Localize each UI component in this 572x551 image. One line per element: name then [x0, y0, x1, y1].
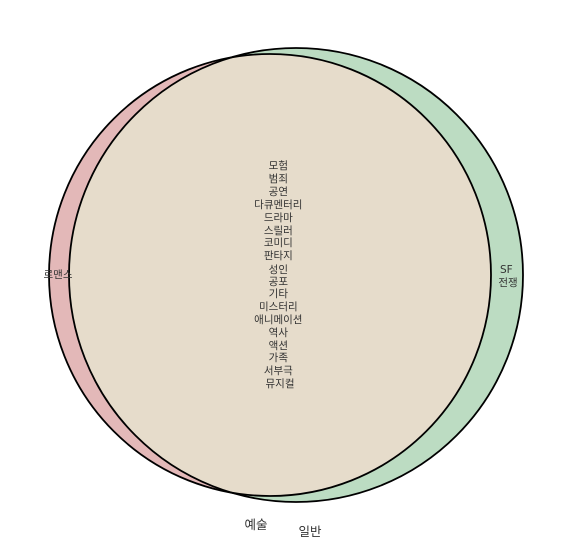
set-a-outline	[48, 53, 492, 497]
region-b-only-item: 전쟁	[498, 277, 517, 289]
region-a-only-item: 로맨스	[44, 269, 73, 281]
region-intersection-item: 모험	[269, 160, 288, 172]
region-intersection-item: 범죄	[269, 173, 288, 185]
intersection-region	[69, 54, 491, 496]
region-intersection-item: 공포	[269, 276, 289, 288]
region-a-only-label: 로맨스	[44, 269, 73, 281]
region-intersection-item: 성인	[269, 264, 288, 276]
region-intersection-item: 스릴러	[264, 224, 293, 237]
region-b-only-item: SF	[500, 264, 513, 276]
region-intersection-item: 애니메이션	[254, 314, 302, 326]
region-intersection-item: 다큐멘터리	[254, 199, 302, 211]
region-intersection-item: 판타지	[264, 250, 293, 262]
region-intersection-item: 공연	[269, 186, 288, 198]
region-intersection-item: 코미디	[264, 237, 293, 249]
set-b-label: 일반	[298, 524, 322, 539]
region-intersection-item: 역사	[269, 327, 289, 339]
region-intersection-item: 액션	[269, 340, 288, 352]
region-intersection-item: 드라마	[264, 212, 293, 224]
region-intersection-item: 뮤지컬	[266, 377, 295, 390]
region-intersection-item: 기타	[269, 288, 289, 300]
region-intersection-item: 미스터리	[259, 301, 298, 313]
region-intersection-item: 서부극	[264, 365, 293, 377]
region-intersection-item: 가족	[269, 352, 289, 364]
set-a-label: 예술	[244, 517, 267, 532]
set-b-outline	[68, 47, 524, 503]
region-intersection-label: 모험 범죄 공연 다큐멘터리 드라마 스릴러 코미디 판타지 성인 공포 기타 …	[254, 160, 306, 390]
region-b-only-label: SF 전쟁	[498, 264, 517, 289]
